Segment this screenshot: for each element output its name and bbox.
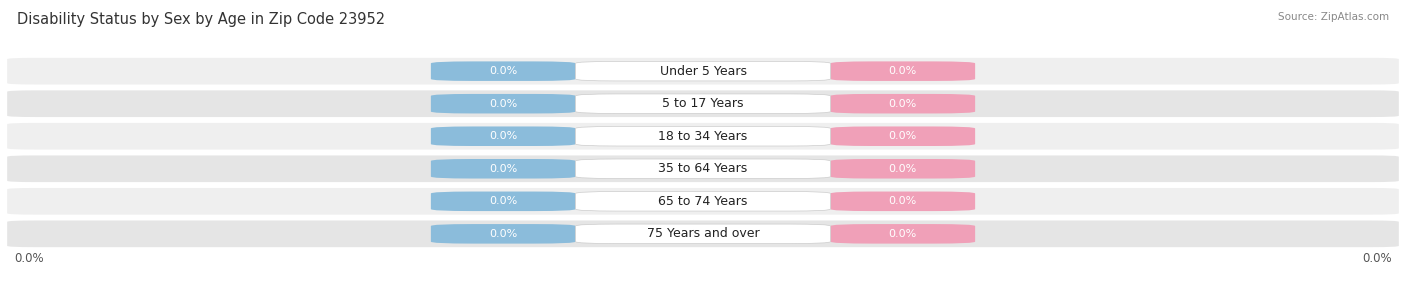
Text: 5 to 17 Years: 5 to 17 Years — [662, 97, 744, 110]
FancyBboxPatch shape — [7, 58, 1399, 84]
FancyBboxPatch shape — [831, 61, 976, 81]
FancyBboxPatch shape — [831, 224, 976, 244]
Text: 65 to 74 Years: 65 to 74 Years — [658, 195, 748, 208]
FancyBboxPatch shape — [7, 221, 1399, 247]
FancyBboxPatch shape — [575, 224, 831, 244]
Text: 18 to 34 Years: 18 to 34 Years — [658, 130, 748, 143]
FancyBboxPatch shape — [575, 192, 831, 211]
FancyBboxPatch shape — [7, 123, 1399, 149]
Text: 0.0%: 0.0% — [889, 164, 917, 174]
FancyBboxPatch shape — [575, 127, 831, 146]
Text: 0.0%: 0.0% — [489, 66, 517, 76]
FancyBboxPatch shape — [430, 94, 575, 113]
Legend: Male, Female: Male, Female — [643, 304, 763, 305]
FancyBboxPatch shape — [575, 94, 831, 113]
FancyBboxPatch shape — [430, 61, 575, 81]
FancyBboxPatch shape — [7, 188, 1399, 215]
FancyBboxPatch shape — [831, 94, 976, 113]
Text: 0.0%: 0.0% — [489, 164, 517, 174]
FancyBboxPatch shape — [430, 159, 575, 178]
Text: Source: ZipAtlas.com: Source: ZipAtlas.com — [1278, 12, 1389, 22]
FancyBboxPatch shape — [430, 224, 575, 244]
Text: 0.0%: 0.0% — [489, 196, 517, 206]
Text: 0.0%: 0.0% — [14, 252, 44, 265]
Text: 35 to 64 Years: 35 to 64 Years — [658, 162, 748, 175]
Text: 75 Years and over: 75 Years and over — [647, 227, 759, 240]
Text: 0.0%: 0.0% — [889, 99, 917, 109]
FancyBboxPatch shape — [7, 90, 1399, 117]
FancyBboxPatch shape — [831, 192, 976, 211]
FancyBboxPatch shape — [430, 192, 575, 211]
FancyBboxPatch shape — [575, 159, 831, 178]
FancyBboxPatch shape — [575, 61, 831, 81]
FancyBboxPatch shape — [7, 156, 1399, 182]
Text: Under 5 Years: Under 5 Years — [659, 65, 747, 78]
Text: 0.0%: 0.0% — [889, 66, 917, 76]
FancyBboxPatch shape — [831, 159, 976, 178]
Text: 0.0%: 0.0% — [889, 131, 917, 141]
Text: 0.0%: 0.0% — [489, 99, 517, 109]
Text: 0.0%: 0.0% — [489, 131, 517, 141]
Text: 0.0%: 0.0% — [889, 196, 917, 206]
Text: 0.0%: 0.0% — [1362, 252, 1392, 265]
Text: 0.0%: 0.0% — [489, 229, 517, 239]
Text: 0.0%: 0.0% — [889, 229, 917, 239]
FancyBboxPatch shape — [430, 127, 575, 146]
FancyBboxPatch shape — [831, 127, 976, 146]
Text: Disability Status by Sex by Age in Zip Code 23952: Disability Status by Sex by Age in Zip C… — [17, 12, 385, 27]
